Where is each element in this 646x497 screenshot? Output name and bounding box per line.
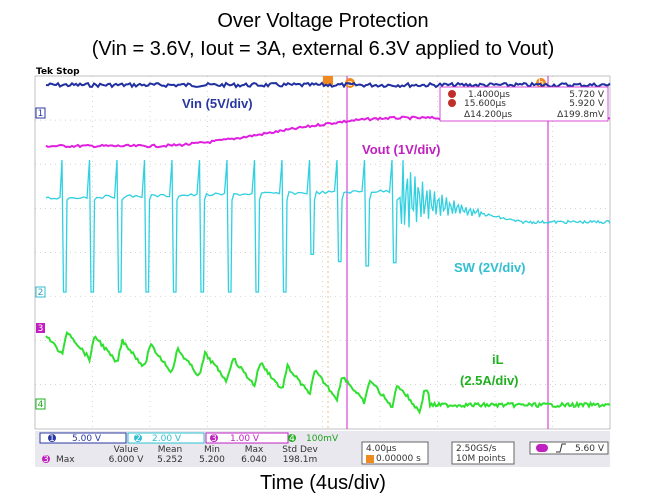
sample-rate: 2.50GS/s [456, 444, 497, 454]
x-axis-label: Time (4us/div) [260, 472, 386, 494]
screen-border [34, 75, 611, 430]
cursor-a-value: 5.720 V [569, 90, 605, 100]
cursor-b-value: 5.920 V [569, 99, 605, 109]
cursor-readout [439, 86, 609, 122]
sw-label: SW (2V/div) [454, 260, 526, 275]
subtitle: (Vin = 3.6V, Iout = 3A, external 6.3V ap… [92, 38, 555, 60]
ch2-marker [35, 286, 46, 298]
cursor-b-badge [448, 99, 456, 107]
meas-header: Value [114, 445, 139, 455]
trigger-level: 5.60 V [575, 444, 605, 454]
trigger-source [536, 444, 548, 452]
ch4-badge [288, 434, 296, 442]
acq-box [451, 441, 515, 465]
delta-time: Δ14.200µs [464, 110, 512, 120]
trigger-box [529, 441, 609, 455]
ch2-badge-id: 2 [135, 434, 141, 444]
sw-trace [45, 159, 611, 293]
ch3-badge [210, 434, 218, 442]
meas-badge [42, 455, 50, 463]
meas-value: 5.252 [157, 455, 183, 465]
il-label: iL [492, 352, 504, 367]
ch1-badge [48, 434, 56, 442]
ch1-id: 1 [38, 109, 44, 119]
timebase: 4.00µs [366, 444, 397, 454]
ch1-marker [35, 107, 46, 119]
meas-value: 6.040 [241, 455, 267, 465]
ch3-marker [36, 323, 45, 333]
trigger-marker [323, 76, 333, 85]
grid [35, 76, 610, 429]
meas-value: 198.1m [283, 455, 318, 465]
meas-header: Max [245, 445, 264, 455]
cursor-a-badge [448, 90, 456, 98]
meas-value: 5.200 [199, 455, 225, 465]
meas-name: Max [56, 455, 75, 465]
ch2-badge [134, 434, 142, 442]
delta-value: Δ199.8mV [557, 110, 605, 120]
position-icon [366, 455, 374, 463]
ch1-badge-id: 1 [49, 434, 55, 444]
ch4-marker [35, 398, 46, 410]
ch3-badge-id: 3 [211, 434, 217, 444]
il-trace [45, 330, 611, 415]
record-length: 10M points [456, 454, 506, 464]
vin-label: Vin (5V/div) [182, 96, 253, 111]
ch1-scale-box [39, 432, 127, 444]
meas-header: Mean [158, 445, 183, 455]
meas-header: Std Dev [282, 445, 318, 455]
ch3-id: 3 [38, 324, 44, 334]
vin-trace [45, 81, 611, 89]
ch4-scale: 100mV [306, 434, 339, 444]
ch2-scale: 2.00 V [152, 434, 182, 444]
trigger-slope [556, 443, 566, 453]
ch4-badge-id: 4 [289, 434, 295, 444]
vout-label: Vout (1V/div) [362, 142, 440, 157]
meas-header: Min [204, 445, 220, 455]
meas-value: 6.000 V [109, 455, 145, 465]
title: Over Voltage Protection [217, 10, 428, 32]
ch2-scale-box [127, 432, 205, 444]
cursor-a-time: 1.4000µs [468, 90, 510, 100]
cursor-b-time: 15.600µs [464, 99, 506, 109]
position: 0.00000 s [376, 454, 421, 464]
ch2-id: 2 [38, 288, 44, 298]
meas-badge-id: 3 [43, 455, 49, 465]
timebase-box [361, 441, 429, 465]
ch3-scale: 1.00 V [230, 434, 260, 444]
il-scale-label: (2.5A/div) [460, 373, 519, 388]
ch4-id: 4 [38, 400, 44, 410]
status: Tek Stop [36, 67, 80, 77]
ch1-scale: 5.00 V [72, 434, 102, 444]
